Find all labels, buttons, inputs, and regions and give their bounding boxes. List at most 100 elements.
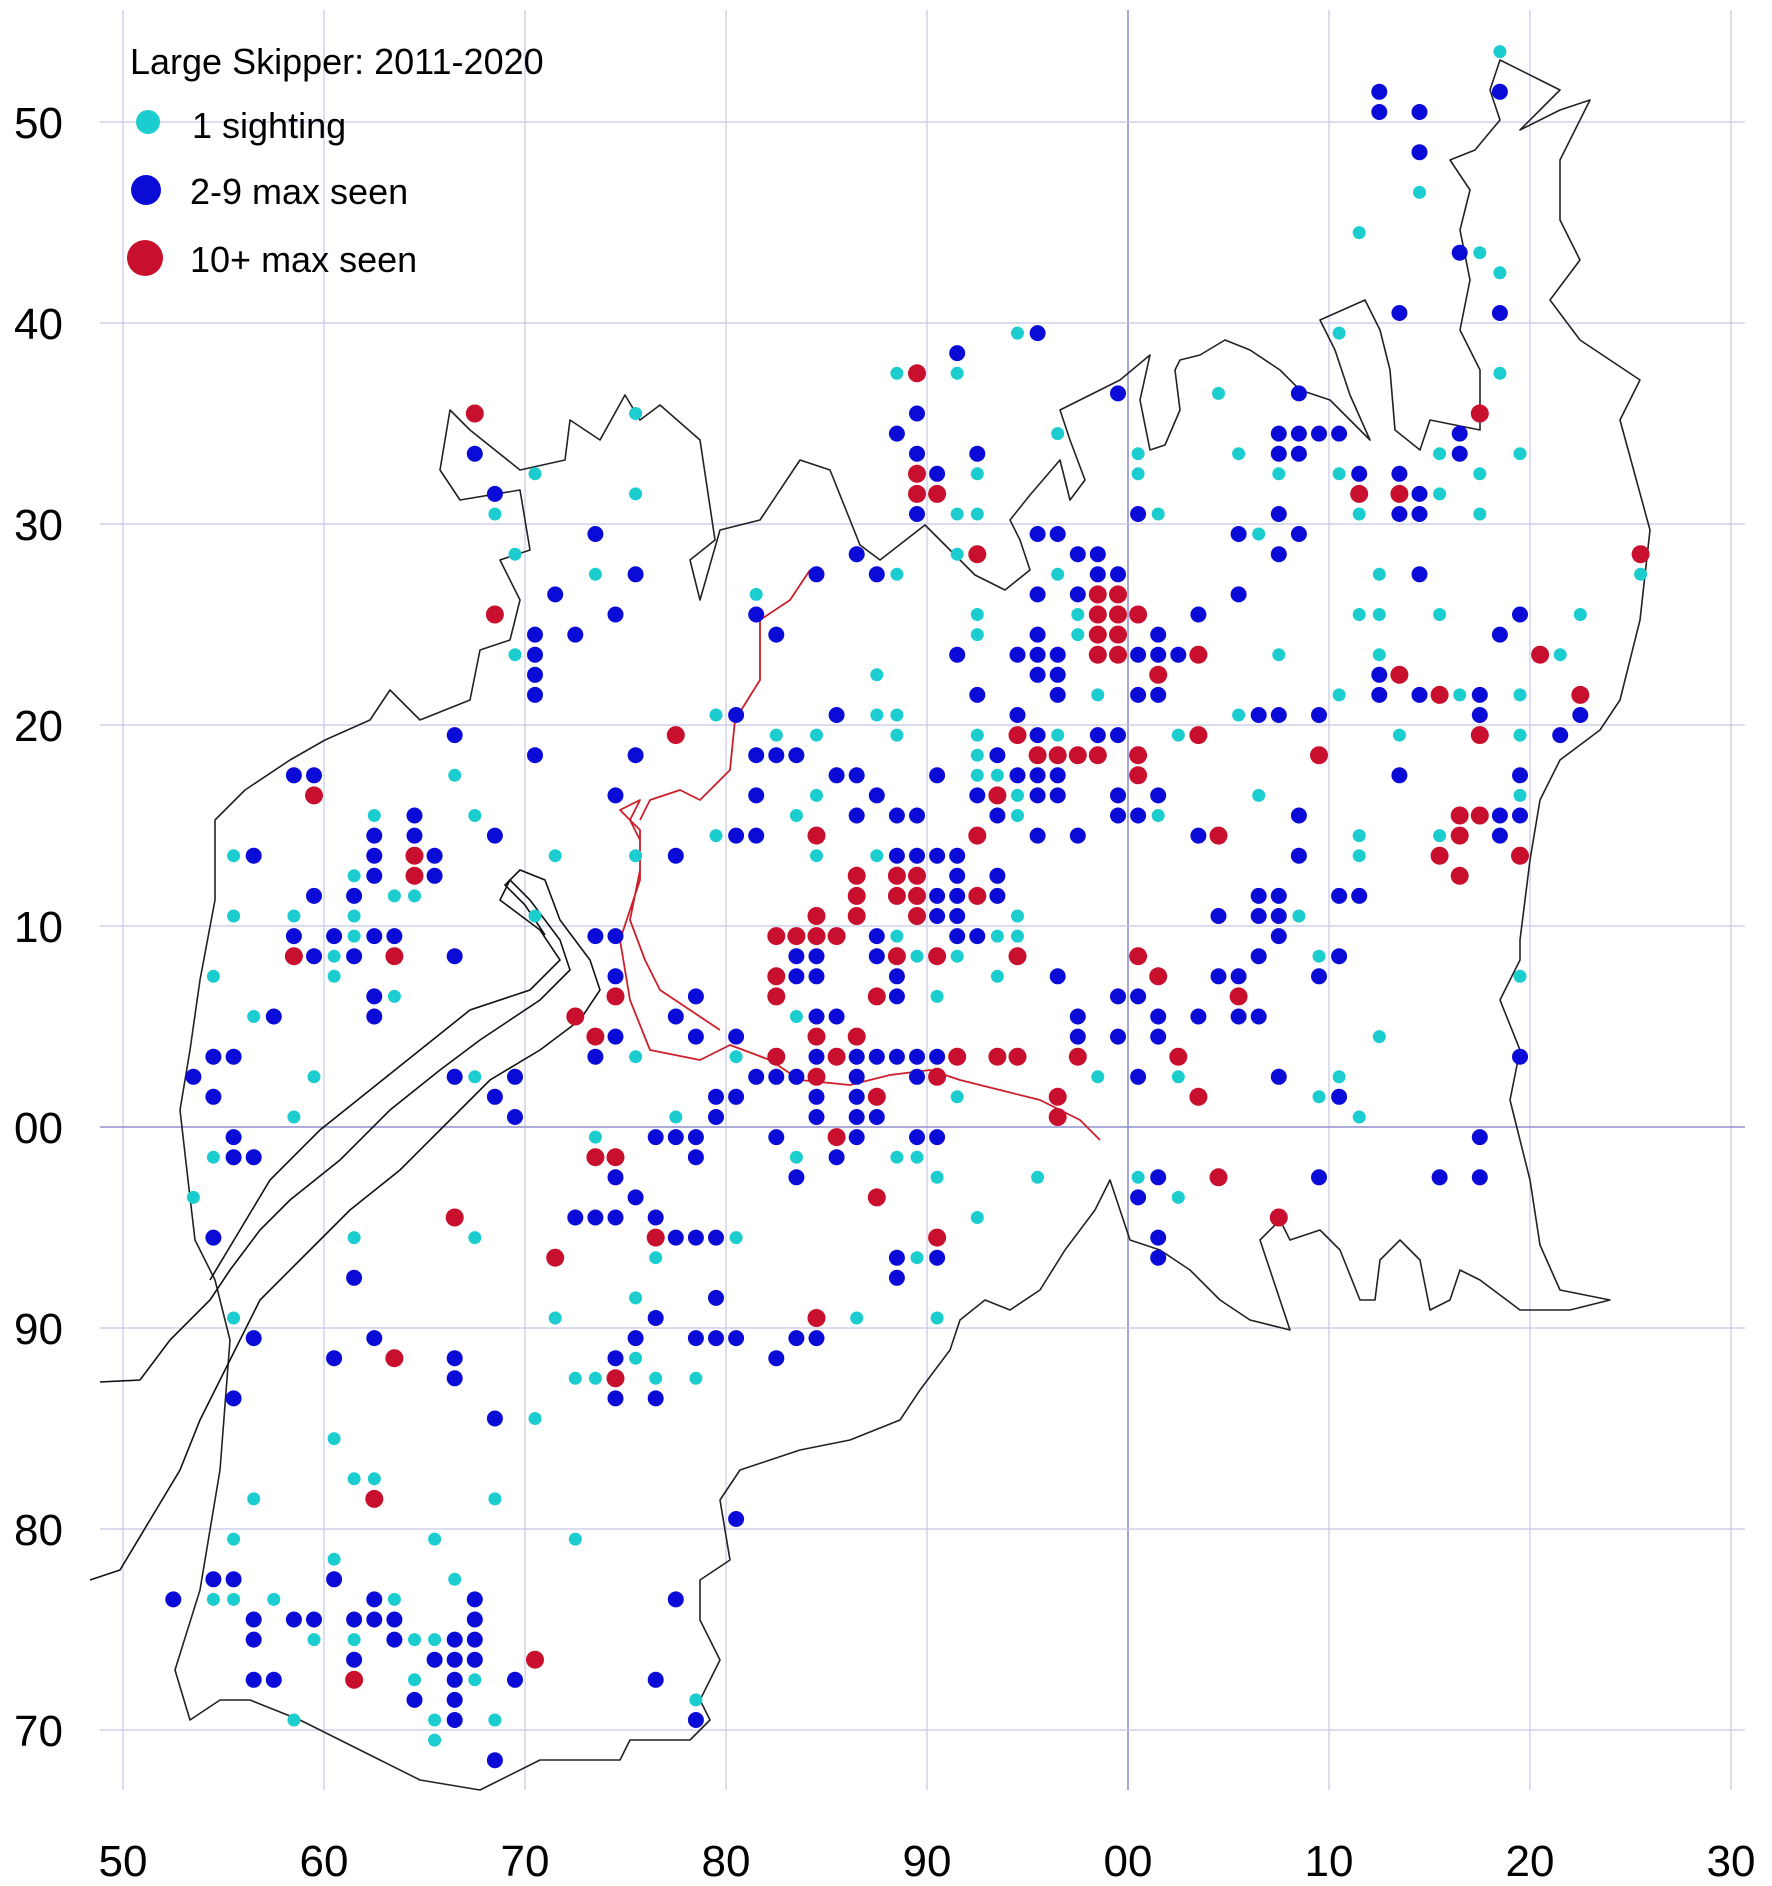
sighting-point-few-213 xyxy=(265,1008,282,1025)
sighting-point-single-110 xyxy=(1312,949,1326,963)
sighting-point-few-97 xyxy=(446,727,463,744)
sighting-point-few-339 xyxy=(466,1631,483,1648)
sighting-point-single-177 xyxy=(307,1633,321,1647)
sighting-point-few-323 xyxy=(225,1571,242,1588)
sighting-point-single-39 xyxy=(749,587,763,601)
sighting-point-few-199 xyxy=(1331,948,1348,965)
sighting-point-few-112 xyxy=(828,767,845,784)
sighting-point-single-76 xyxy=(1252,788,1266,802)
sighting-point-few-110 xyxy=(285,767,302,784)
sighting-point-few-300 xyxy=(346,1269,363,1286)
sighting-point-few-195 xyxy=(868,948,885,965)
sighting-point-single-94 xyxy=(387,889,401,903)
sighting-point-few-295 xyxy=(708,1229,724,1246)
sighting-point-few-219 xyxy=(1150,1008,1167,1025)
sighting-point-few-51 xyxy=(1411,566,1428,583)
sighting-point-few-101 xyxy=(1552,727,1569,744)
sighting-point-many-53 xyxy=(847,886,866,905)
sighting-point-few-163 xyxy=(306,887,322,904)
sighting-point-few-12 xyxy=(909,405,925,422)
sighting-point-few-62 xyxy=(527,626,543,643)
sighting-point-single-66 xyxy=(1171,728,1185,742)
sighting-point-single-150 xyxy=(910,1251,924,1265)
sighting-point-few-328 xyxy=(667,1591,684,1608)
sighting-point-few-264 xyxy=(808,1109,825,1125)
y-tick-label-4: 10 xyxy=(14,903,63,952)
sighting-point-single-128 xyxy=(1332,1070,1346,1084)
sighting-point-few-45 xyxy=(1270,546,1287,563)
sighting-point-single-167 xyxy=(488,1492,502,1506)
sighting-point-single-6 xyxy=(1011,326,1024,340)
sighting-point-many-39 xyxy=(1450,806,1469,825)
sighting-point-few-176 xyxy=(949,908,966,924)
sighting-point-few-71 xyxy=(1029,646,1046,663)
sighting-point-single-136 xyxy=(206,1150,220,1164)
sighting-point-many-68 xyxy=(1008,947,1027,966)
sighting-point-few-155 xyxy=(949,847,966,864)
sighting-point-few-86 xyxy=(1371,686,1388,703)
sighting-point-few-142 xyxy=(728,827,745,844)
sighting-point-few-116 xyxy=(1029,767,1046,784)
sighting-point-single-26 xyxy=(950,507,964,521)
sighting-point-few-18 xyxy=(1451,425,1468,442)
sighting-point-single-60 xyxy=(1232,708,1246,722)
sighting-point-single-77 xyxy=(1513,788,1527,802)
sighting-point-single-29 xyxy=(1352,507,1366,521)
sighting-point-many-60 xyxy=(767,927,786,946)
sighting-point-few-330 xyxy=(285,1611,302,1628)
sighting-point-few-305 xyxy=(366,1330,383,1347)
sighting-point-few-327 xyxy=(466,1591,483,1608)
sighting-point-single-164 xyxy=(347,1472,361,1486)
sighting-point-few-91 xyxy=(1009,707,1026,723)
sighting-point-few-118 xyxy=(1391,767,1408,784)
x-tick-label-4: 90 xyxy=(903,1837,952,1886)
sighting-point-few-39 xyxy=(1049,526,1066,542)
sighting-point-few-246 xyxy=(788,1068,805,1085)
sighting-point-single-91 xyxy=(1352,849,1366,863)
sighting-point-few-190 xyxy=(306,948,322,965)
sighting-point-single-50 xyxy=(1372,648,1386,662)
legend-swatch-many xyxy=(127,240,163,276)
sighting-point-few-20 xyxy=(909,445,925,462)
sighting-point-single-132 xyxy=(287,1110,301,1124)
sighting-point-many-40 xyxy=(1470,806,1489,825)
sighting-point-few-215 xyxy=(667,1008,684,1025)
sighting-point-single-82 xyxy=(1151,809,1165,822)
sighting-point-few-353 xyxy=(486,1752,503,1769)
sighting-point-many-59 xyxy=(908,907,926,925)
sighting-point-single-24 xyxy=(1433,487,1447,501)
sighting-point-few-85 xyxy=(1150,686,1167,703)
sighting-point-single-184 xyxy=(689,1693,703,1707)
sighting-point-few-340 xyxy=(346,1651,363,1668)
sighting-point-single-84 xyxy=(1352,829,1366,843)
sighting-point-few-143 xyxy=(748,827,765,844)
sighting-point-single-148 xyxy=(729,1231,743,1245)
sighting-point-single-14 xyxy=(1232,447,1246,461)
sighting-point-single-79 xyxy=(468,809,482,822)
sighting-point-few-123 xyxy=(969,787,986,804)
sighting-point-few-214 xyxy=(366,1008,383,1025)
sighting-point-many-20 xyxy=(1189,645,1208,664)
sighting-point-few-211 xyxy=(1110,988,1126,1005)
sighting-point-single-38 xyxy=(1634,567,1648,581)
sighting-point-few-43 xyxy=(1069,546,1086,563)
sighting-point-few-258 xyxy=(848,1088,865,1105)
sighting-point-few-301 xyxy=(888,1269,905,1286)
sighting-point-few-23 xyxy=(1290,445,1307,462)
sighting-point-few-131 xyxy=(909,807,925,824)
sighting-point-few-70 xyxy=(1009,646,1026,663)
sighting-point-many-88 xyxy=(928,1067,947,1086)
sighting-point-few-343 xyxy=(466,1651,483,1668)
sighting-point-few-223 xyxy=(687,1028,704,1045)
sighting-point-many-38 xyxy=(988,786,1007,805)
sighting-point-few-121 xyxy=(748,787,765,804)
sighting-point-few-228 xyxy=(728,1028,745,1045)
legend-swatch-few xyxy=(131,175,161,205)
sighting-point-many-13 xyxy=(1109,605,1127,624)
sighting-point-few-120 xyxy=(607,787,624,804)
sighting-point-single-127 xyxy=(1171,1070,1185,1084)
sighting-point-few-240 xyxy=(587,1048,604,1065)
sighting-point-few-183 xyxy=(386,928,403,945)
sighting-point-single-140 xyxy=(930,1170,944,1184)
